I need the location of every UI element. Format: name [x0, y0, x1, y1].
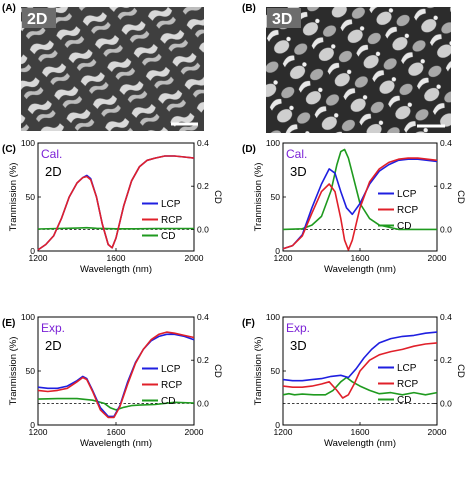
panel-label: (F) — [242, 318, 255, 329]
dimension-tag: 2D — [45, 164, 62, 179]
y2-axis-label: CD — [455, 190, 466, 204]
legend-label-lcp: LCP — [397, 189, 417, 200]
series-cd-line — [282, 376, 438, 396]
x-tick-label: 1200 — [29, 427, 48, 437]
y-axis-label: Tranmission (%) — [8, 337, 19, 406]
chart-2: (D) 1200 1600 2000 0 50 100 0.0 0.2 0.4 Wavelength… — [242, 138, 466, 275]
y-axis-label: Tranmission (%) — [253, 163, 264, 232]
x-tick-label: 1600 — [107, 253, 126, 263]
data-type-tag: Cal. — [41, 147, 62, 161]
data-type-tag: Cal. — [286, 147, 307, 161]
legend-label-rcp: RCP — [397, 205, 418, 216]
x-tick-label: 1200 — [274, 253, 293, 263]
x-tick-label: 1200 — [274, 427, 293, 437]
panel-label-a: (A) — [2, 3, 16, 14]
sem-tag-2d-box — [22, 8, 56, 28]
x-tick-label: 2000 — [185, 253, 204, 263]
y2-tick-label: 0.0 — [197, 224, 209, 234]
y-tick-label: 50 — [26, 192, 36, 202]
x-axis-label: Wavelength (nm) — [324, 264, 396, 275]
y-tick-label: 0 — [275, 420, 280, 430]
x-tick-label: 2000 — [428, 427, 447, 437]
chart-3: (E) 1200 1600 2000 0 50 100 0.0 0.2 0.4 Wavelength… — [2, 312, 223, 449]
series-cd-line — [282, 148, 437, 231]
panel-label: (E) — [2, 318, 15, 329]
y-tick-label: 100 — [266, 138, 280, 148]
legend-label-lcp: LCP — [161, 199, 181, 210]
y2-tick-label: 0.0 — [440, 224, 452, 234]
x-axis-label: Wavelength (nm) — [80, 438, 152, 449]
y-axis-label: Tranmission (%) — [253, 337, 264, 406]
x-tick-label: 1600 — [107, 427, 126, 437]
x-tick-label: 2000 — [185, 427, 204, 437]
y-tick-label: 0 — [275, 246, 280, 256]
y-tick-label: 50 — [271, 366, 281, 376]
sem-tag-3d-box — [267, 8, 301, 28]
series-rcp-line — [37, 155, 195, 251]
x-axis-label: Wavelength (nm) — [324, 438, 396, 449]
y2-tick-label: 0.0 — [440, 398, 452, 408]
y-tick-label: 50 — [26, 366, 36, 376]
y2-tick-label: 0.4 — [197, 312, 209, 322]
y2-tick-label: 0.0 — [197, 398, 209, 408]
legend-label-rcp: RCP — [161, 215, 182, 226]
legend-label-rcp: RCP — [161, 380, 182, 391]
y-tick-label: 0 — [30, 420, 35, 430]
y2-tick-label: 0.2 — [197, 181, 209, 191]
dimension-tag: 2D — [45, 338, 62, 353]
data-type-tag: Exp. — [286, 321, 310, 335]
sem-tag-3d: 3D — [272, 11, 292, 28]
chart-4: (F) 1200 1600 2000 0 50 100 0.0 0.2 0.4 Wavelength… — [242, 312, 466, 449]
y2-axis-label: CD — [212, 190, 223, 204]
x-tick-label: 1600 — [351, 253, 370, 263]
legend-label-rcp: RCP — [397, 379, 418, 390]
y2-tick-label: 0.4 — [440, 138, 452, 148]
data-type-tag: Exp. — [41, 321, 65, 335]
y-axis-label: Tranmission (%) — [8, 163, 19, 232]
series-lcp-line — [282, 158, 438, 250]
panel-label: (D) — [242, 144, 256, 155]
series-cd-line — [37, 397, 195, 411]
series-rcp-line — [282, 157, 438, 251]
series-rcp-line — [282, 342, 438, 399]
chart-1: (C) 1200 1600 2000 0 50 100 0.0 0.2 0.4 Wavelength… — [2, 138, 223, 275]
y-tick-label: 100 — [21, 312, 35, 322]
dimension-tag: 3D — [290, 164, 307, 179]
y2-tick-label: 0.2 — [440, 355, 452, 365]
series-rcp-line — [37, 331, 195, 419]
x-tick-label: 1600 — [351, 427, 370, 437]
y2-tick-label: 0.4 — [440, 312, 452, 322]
y-tick-label: 0 — [30, 246, 35, 256]
legend-label-cd: CD — [397, 395, 411, 406]
y2-tick-label: 0.2 — [197, 355, 209, 365]
panel-label-b: (B) — [242, 3, 256, 14]
y2-axis-label: CD — [212, 364, 223, 378]
charts: (C) 1200 1600 2000 0 50 100 0.0 0.2 0.4 Wavelength… — [2, 138, 466, 449]
dimension-tag: 3D — [290, 338, 307, 353]
sem-tag-2d: 2D — [27, 11, 47, 28]
legend-label-cd: CD — [161, 396, 175, 407]
y2-axis-label: CD — [455, 364, 466, 378]
series-lcp-line — [282, 331, 438, 382]
series-cd-line — [37, 226, 194, 230]
x-axis-label: Wavelength (nm) — [80, 264, 152, 275]
legend-label-cd: CD — [161, 231, 175, 242]
y-tick-label: 100 — [21, 138, 35, 148]
legend-label-cd: CD — [397, 221, 411, 232]
y-tick-label: 100 — [266, 312, 280, 322]
x-tick-label: 1200 — [29, 253, 48, 263]
y-tick-label: 50 — [271, 192, 281, 202]
panel-label: (C) — [2, 144, 16, 155]
legend-label-lcp: LCP — [161, 364, 181, 375]
legend-label-lcp: LCP — [397, 363, 417, 374]
y2-tick-label: 0.4 — [197, 138, 209, 148]
x-tick-label: 2000 — [428, 253, 447, 263]
y2-tick-label: 0.2 — [440, 181, 452, 191]
